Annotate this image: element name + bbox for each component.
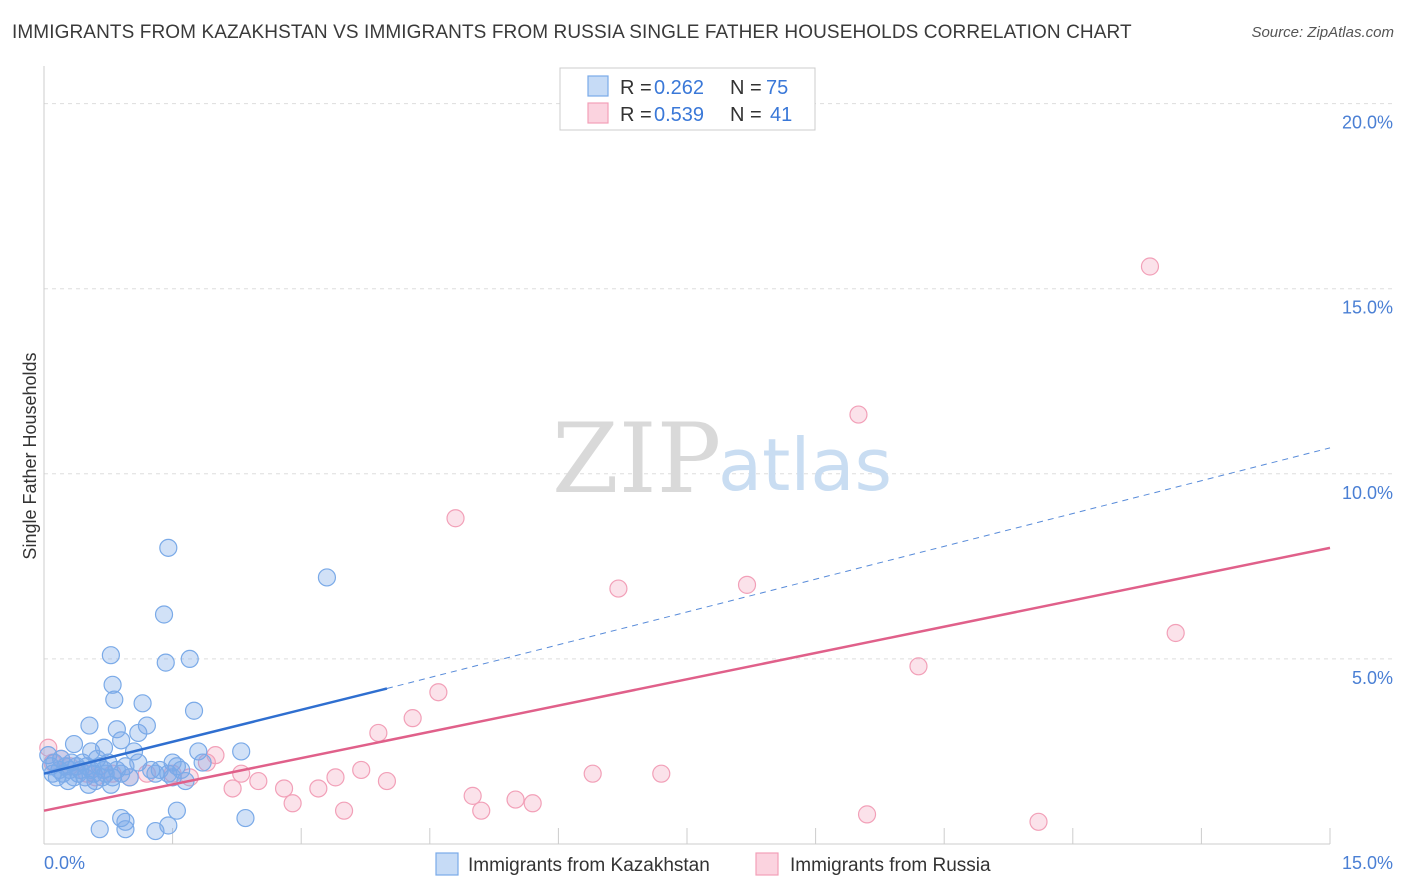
chart-title: IMMIGRANTS FROM KAZAKHSTAN VS IMMIGRANTS…: [12, 22, 1132, 43]
labels-layer: 5.0% 10.0% 15.0% 20.0% 0.0% 15.0%: [44, 113, 1393, 873]
kazakhstan-point: [193, 753, 212, 772]
kazakhstan-point: [159, 538, 178, 557]
kazakhstan-trend-line: [43, 687, 388, 775]
legend-n-value-russia: 41: [770, 104, 792, 126]
kazakhstan-point: [120, 768, 139, 787]
kazakhstan-point: [64, 734, 84, 754]
kazakhstan-point: [146, 821, 165, 841]
y-tick-label: 10.0%: [1342, 483, 1393, 503]
russia-point: [249, 771, 268, 791]
bottom-legend-label-kazakhstan: Immigrants from Kazakhstan: [468, 855, 710, 876]
russia-point: [849, 405, 868, 424]
y-axis-title: Single Father Households: [20, 352, 40, 559]
kazakhstan-point: [184, 701, 204, 720]
x-tick-label-first: 0.0%: [44, 853, 85, 873]
x-tick-label-last: 15.0%: [1342, 853, 1393, 873]
kazakhstan-point: [80, 716, 99, 735]
watermark: ZIP atlas: [552, 403, 892, 515]
kazakhstan-point: [105, 690, 124, 709]
kazakhstan-point: [154, 605, 174, 624]
kazakhstan-point: [107, 720, 126, 739]
legend-n-label-kazakhstan: N =: [730, 77, 762, 99]
top-legend: R = 0.262 N = 75 R = 0.539 N = 41: [559, 67, 816, 131]
bottom-legend-swatch-kazakhstan: [435, 852, 459, 876]
russia-point: [1029, 812, 1048, 831]
russia-point: [506, 790, 525, 809]
kazakhstan-point: [112, 808, 131, 828]
russia-point: [523, 794, 542, 813]
kazakhstan-point: [133, 694, 152, 713]
legend-r-value-kazakhstan: 0.262: [654, 77, 704, 99]
kazakhstan-point: [159, 764, 178, 783]
russia-point: [223, 779, 242, 798]
russia-point: [334, 801, 354, 820]
russia-point: [472, 801, 491, 820]
source-credit: Source: ZipAtlas.com: [1251, 24, 1394, 41]
russia-point: [583, 764, 602, 783]
russia-point: [652, 764, 671, 783]
watermark-atlas: atlas: [718, 423, 892, 507]
y-tick-label: 20.0%: [1342, 113, 1393, 133]
russia-point: [857, 805, 877, 824]
y-tick-label: 5.0%: [1352, 668, 1393, 688]
kazakhstan-point: [232, 742, 251, 761]
kazakhstan-point: [189, 742, 208, 761]
russia-point: [283, 794, 302, 813]
legend-r-value-russia: 0.539: [654, 104, 704, 126]
russia-point: [326, 768, 345, 787]
legend-r-label-russia: R =: [620, 104, 652, 126]
russia-point: [274, 779, 294, 798]
legend-r-label-kazakhstan: R =: [620, 77, 652, 99]
legend-swatch-russia: [587, 102, 609, 124]
bottom-legend-swatch-russia: [755, 852, 779, 876]
axes-layer: [43, 66, 1331, 845]
kazakhstan-point: [156, 653, 175, 672]
kazakhstan-point: [101, 646, 120, 665]
bottom-legend: Immigrants from Kazakhstan Immigrants fr…: [435, 852, 991, 876]
russia-point: [309, 779, 328, 798]
points-layer: [39, 257, 1185, 841]
russia-point: [446, 509, 465, 528]
kazakhstan-trend-extension: [386, 447, 1331, 690]
legend-n-label-russia: N =: [730, 104, 762, 126]
russia-point: [463, 786, 482, 805]
russia-point: [1140, 257, 1160, 276]
russia-point: [377, 771, 397, 791]
kazakhstan-point: [317, 568, 337, 587]
legend-n-value-kazakhstan: 75: [766, 77, 788, 99]
kazakhstan-point: [103, 675, 122, 694]
kazakhstan-point: [94, 738, 114, 757]
kazakhstan-point: [236, 808, 255, 828]
kazakhstan-point: [90, 820, 109, 839]
russia-point: [429, 683, 448, 702]
russia-point: [737, 575, 757, 594]
kazakhstan-point: [137, 716, 156, 735]
russia-point: [609, 579, 628, 598]
russia-point: [1166, 623, 1185, 643]
legend-swatch-kazakhstan: [587, 75, 609, 97]
grid-layer: [44, 103, 1392, 660]
watermark-zip: ZIP: [552, 403, 721, 515]
bottom-legend-label-russia: Immigrants from Russia: [790, 855, 991, 876]
y-tick-label: 15.0%: [1342, 298, 1393, 318]
russia-trend-line: [43, 546, 1331, 812]
kazakhstan-point: [112, 731, 131, 750]
kazakhstan-point: [180, 649, 199, 669]
kazakhstan-point: [167, 801, 186, 820]
russia-point: [909, 657, 928, 676]
russia-point: [369, 723, 388, 743]
trend-layer: [43, 447, 1331, 812]
russia-point: [232, 764, 251, 783]
kazakhstan-point: [116, 820, 135, 839]
russia-point: [352, 760, 371, 780]
russia-point: [403, 709, 422, 728]
